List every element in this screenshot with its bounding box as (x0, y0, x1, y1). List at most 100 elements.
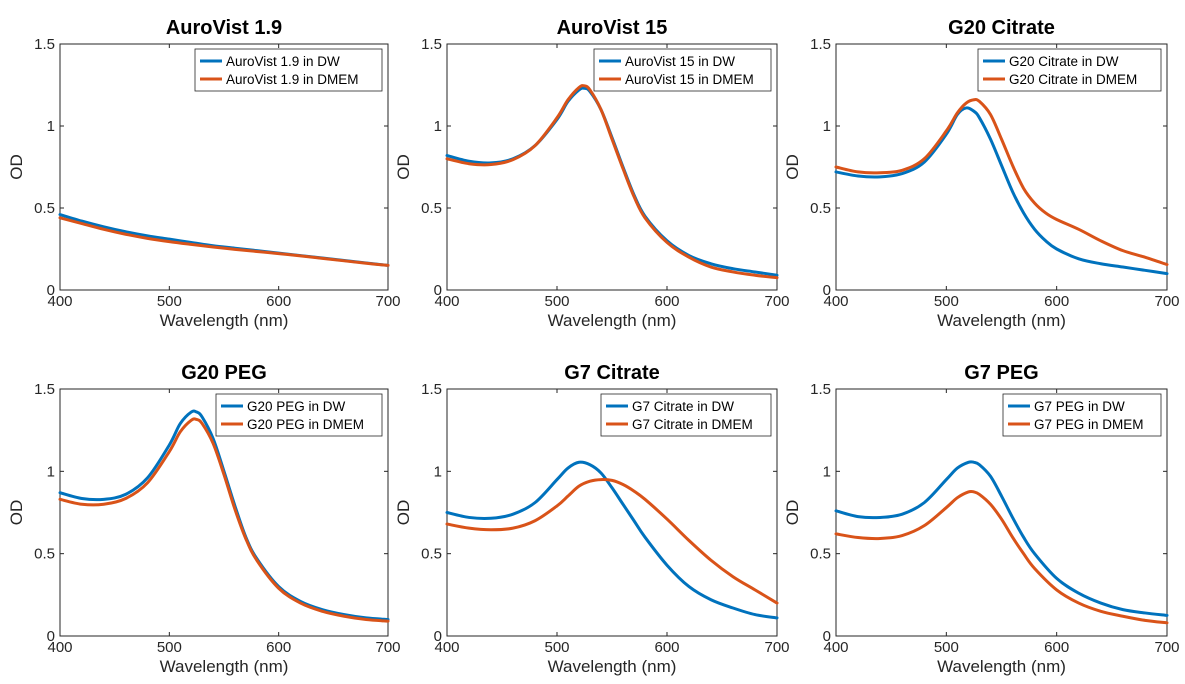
y-tick-label: 1.5 (421, 36, 442, 53)
y-axis-label: OD (7, 154, 26, 180)
x-tick-label: 600 (654, 293, 679, 310)
legend-label: G20 PEG in DW (247, 399, 346, 414)
y-tick-label: 0 (47, 628, 55, 645)
legend: G20 PEG in DW G20 PEG in DMEM (215, 393, 383, 437)
legend-box (194, 48, 383, 92)
y-tick-label: 0.5 (810, 200, 831, 217)
y-tick-label: 1 (823, 118, 831, 135)
chart-title: G20 Citrate (948, 17, 1055, 39)
y-tick-label: 1 (47, 118, 55, 135)
chart-title: G7 Citrate (564, 362, 660, 384)
legend-label: G7 PEG in DMEM (1034, 417, 1144, 432)
legend: G7 Citrate in DW G7 Citrate in DMEM (600, 393, 772, 437)
chart-panel: G7 PEG 400 500 600 700 0 0.5 1 1.5 Wavelength (nm… (783, 362, 1180, 676)
y-tick-label: 0 (47, 282, 55, 299)
x-tick-label: 700 (375, 639, 400, 656)
legend-box (1002, 393, 1162, 437)
y-axis-label: OD (394, 500, 413, 526)
x-tick-label: 500 (544, 639, 569, 656)
x-tick-label: 400 (47, 639, 72, 656)
legend-label: G20 Citrate in DMEM (1009, 72, 1137, 87)
series-line (445, 84, 779, 280)
series-line (58, 409, 390, 622)
x-tick-label: 500 (934, 639, 959, 656)
x-tick-label: 600 (1044, 639, 1069, 656)
y-tick-label: 0.5 (421, 546, 442, 563)
y-axis-label: OD (783, 154, 802, 180)
x-axis-label: Wavelength (nm) (160, 657, 289, 676)
chart-title: AuroVist 1.9 (166, 17, 282, 39)
y-tick-label: 0.5 (421, 200, 442, 217)
chart-panel: AuroVist 1.9 400 500 600 700 0 0.5 1 1.5 Waveleng… (7, 17, 401, 330)
chart-title: G20 PEG (181, 362, 267, 384)
x-tick-label: 500 (157, 293, 182, 310)
x-tick-label: 500 (544, 293, 569, 310)
y-tick-label: 1 (823, 463, 831, 480)
y-tick-label: 0 (823, 282, 831, 299)
legend: AuroVist 1.9 in DW AuroVist 1.9 in DMEM (194, 48, 383, 92)
series-line (834, 489, 1169, 625)
series-line (834, 106, 1169, 276)
y-tick-label: 1.5 (34, 381, 55, 398)
x-tick-label: 700 (1154, 639, 1179, 656)
chart-panel: AuroVist 15 400 500 600 700 0 0.5 1 1.5 Wavelengt… (394, 17, 790, 330)
series-line (834, 460, 1169, 617)
series-line (445, 478, 779, 605)
x-tick-label: 700 (375, 293, 400, 310)
x-tick-label: 400 (823, 293, 848, 310)
legend-label: AuroVist 1.9 in DW (226, 54, 340, 69)
x-tick-label: 500 (934, 293, 959, 310)
x-tick-label: 600 (266, 293, 291, 310)
x-axis-label: Wavelength (nm) (937, 311, 1066, 330)
series-line (58, 216, 390, 267)
x-axis-label: Wavelength (nm) (937, 657, 1066, 676)
legend-label: G7 PEG in DW (1034, 399, 1125, 414)
legend: AuroVist 15 in DW AuroVist 15 in DMEM (593, 48, 772, 92)
legend-box (977, 48, 1162, 92)
y-tick-label: 1.5 (810, 36, 831, 53)
y-tick-label: 0.5 (34, 546, 55, 563)
y-tick-label: 1.5 (810, 381, 831, 398)
x-tick-label: 600 (654, 639, 679, 656)
x-tick-label: 400 (434, 639, 459, 656)
legend-label: G7 Citrate in DMEM (632, 417, 753, 432)
y-tick-label: 0.5 (34, 200, 55, 217)
y-axis-label: OD (394, 154, 413, 180)
y-tick-label: 1 (434, 118, 442, 135)
legend-label: AuroVist 1.9 in DMEM (226, 72, 359, 87)
x-axis-label: Wavelength (nm) (548, 657, 677, 676)
x-axis-label: Wavelength (nm) (548, 311, 677, 330)
legend-box (600, 393, 772, 437)
x-tick-label: 700 (1154, 293, 1179, 310)
series-line (834, 98, 1169, 267)
y-tick-label: 1 (434, 463, 442, 480)
y-tick-label: 0 (434, 628, 442, 645)
chart-title: G7 PEG (964, 362, 1038, 384)
legend-label: G20 PEG in DMEM (247, 417, 364, 432)
y-tick-label: 0 (823, 628, 831, 645)
x-tick-label: 600 (1044, 293, 1069, 310)
y-axis-label: OD (7, 500, 26, 526)
x-tick-label: 400 (47, 293, 72, 310)
legend-label: G20 Citrate in DW (1009, 54, 1119, 69)
legend-label: AuroVist 15 in DW (625, 54, 735, 69)
chart-panel: G7 Citrate 400 500 600 700 0 0.5 1 1.5 Wavelength… (394, 362, 790, 676)
series-line (58, 417, 390, 623)
legend: G7 PEG in DW G7 PEG in DMEM (1002, 393, 1162, 437)
legend-box (215, 393, 383, 437)
y-tick-label: 1 (47, 463, 55, 480)
legend-label: AuroVist 15 in DMEM (625, 72, 754, 87)
x-tick-label: 500 (157, 639, 182, 656)
chart-panel: G20 Citrate 400 500 600 700 0 0.5 1 1.5 Wavelengt… (783, 17, 1180, 330)
x-tick-label: 700 (764, 293, 789, 310)
x-tick-label: 400 (434, 293, 459, 310)
x-tick-label: 600 (266, 639, 291, 656)
chart-panel: G20 PEG 400 500 600 700 0 0.5 1 1.5 Wavelength (n… (7, 362, 401, 676)
y-tick-label: 0 (434, 282, 442, 299)
x-tick-label: 400 (823, 639, 848, 656)
chart-title: AuroVist 15 (557, 17, 668, 39)
y-tick-label: 0.5 (810, 546, 831, 563)
legend: G20 Citrate in DW G20 Citrate in DMEM (977, 48, 1162, 92)
x-axis-label: Wavelength (nm) (160, 311, 289, 330)
